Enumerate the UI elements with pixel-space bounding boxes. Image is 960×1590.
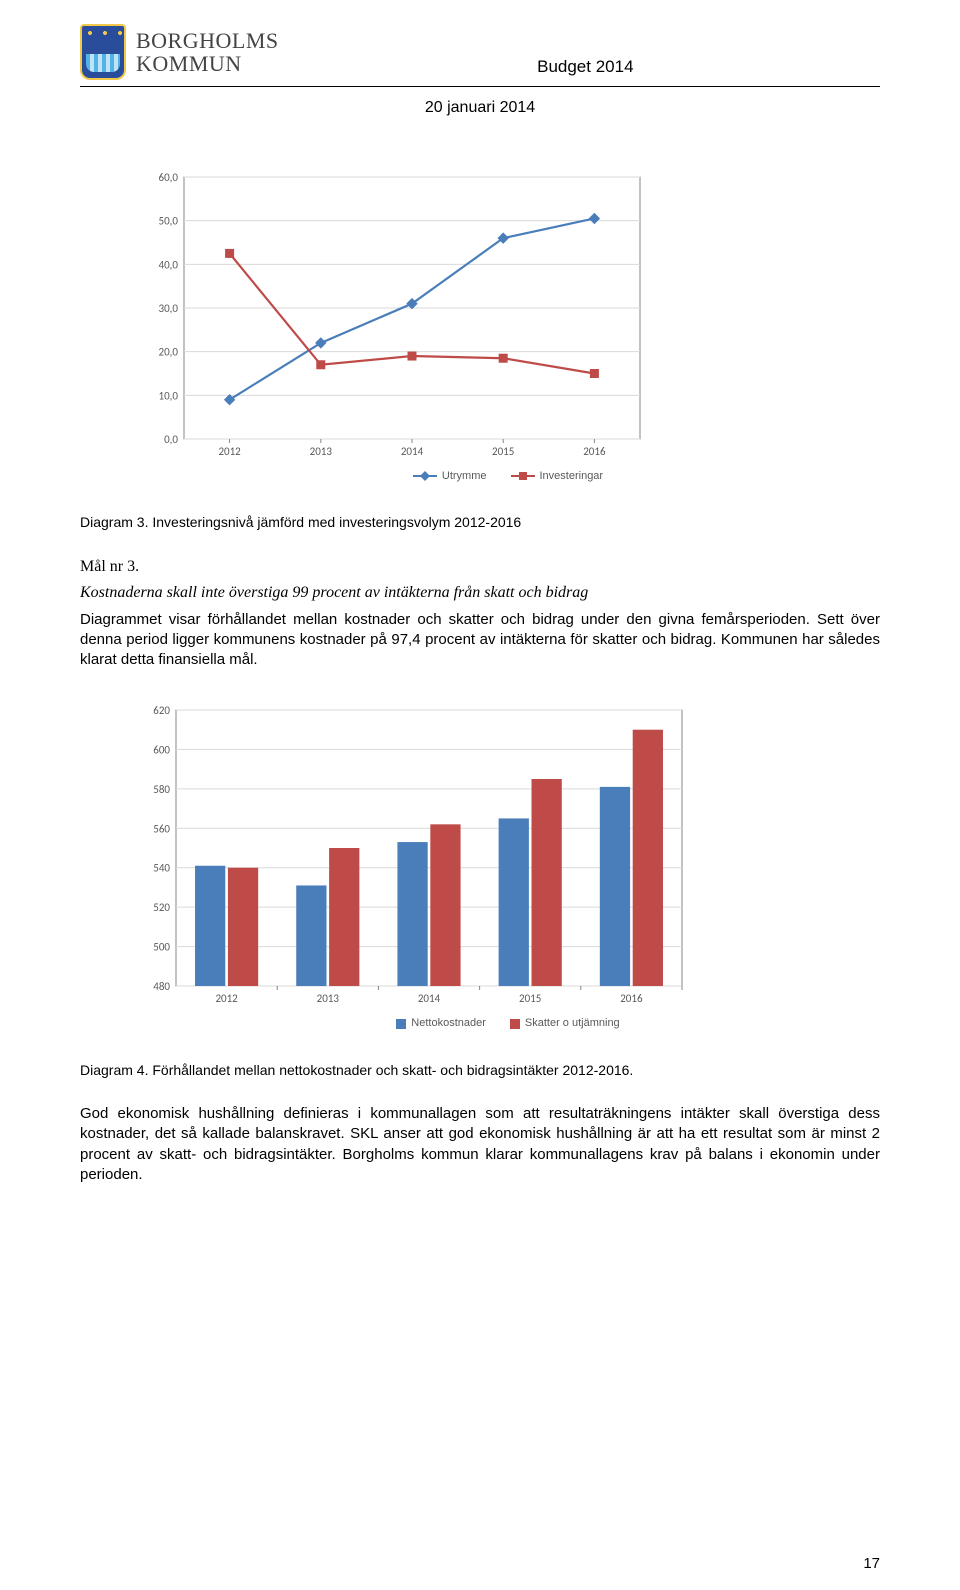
legend-swatch: [510, 1019, 520, 1029]
svg-text:580: 580: [153, 783, 170, 796]
mal-heading: Mål nr 3.: [80, 556, 880, 578]
legend-label: Skatter o utjämning: [525, 1016, 620, 1031]
svg-text:600: 600: [153, 744, 170, 757]
chart-investeringsnivå: 0,0 10,0 20,0 30,0 40,0 50,0 60,0 2012 2013 2014 2…: [136, 167, 880, 484]
svg-text:2015: 2015: [519, 992, 541, 1005]
org-name-line2: KOMMUN: [136, 52, 279, 75]
svg-text:2012: 2012: [218, 445, 241, 458]
crest-icon: [80, 24, 126, 80]
paragraph-2: God ekonomisk hushållning definieras i k…: [80, 1104, 880, 1185]
legend-item: Utrymme: [413, 469, 487, 484]
mal-kriterium: Kostnaderna skall inte överstiga 99 proc…: [80, 582, 880, 604]
svg-text:60,0: 60,0: [159, 171, 179, 184]
caption-diagram3: Diagram 3. Investeringsnivå jämförd med …: [80, 513, 880, 532]
svg-text:2014: 2014: [418, 992, 441, 1005]
svg-text:2015: 2015: [492, 445, 514, 458]
svg-text:0,0: 0,0: [164, 433, 178, 446]
legend-item: Nettokostnader: [396, 1016, 486, 1031]
svg-text:500: 500: [153, 941, 170, 954]
svg-text:480: 480: [153, 980, 170, 993]
legend-swatch: [396, 1019, 406, 1029]
chart1-svg: 0,0 10,0 20,0 30,0 40,0 50,0 60,0 2012 2013 2014 2…: [136, 167, 656, 463]
org-name-line1: BORGHOLMS: [136, 29, 279, 52]
legend-label: Investeringar: [540, 469, 604, 484]
logo-block: BORGHOLMS KOMMUN: [80, 24, 279, 80]
chart-förhållandet: 480 500 520 540 560 580 600 620 2012 2013 2014 2015…: [136, 700, 880, 1031]
svg-text:50,0: 50,0: [159, 214, 179, 227]
svg-text:560: 560: [153, 823, 170, 836]
svg-text:2013: 2013: [310, 445, 333, 458]
svg-text:2016: 2016: [620, 992, 643, 1005]
chart2-legend: Nettokostnader Skatter o utjämning: [136, 1016, 880, 1031]
header: BORGHOLMS KOMMUN Budget 2014: [80, 24, 880, 80]
chart2-svg: 480 500 520 540 560 580 600 620 2012 2013 2014 2015…: [136, 700, 696, 1010]
page-number: 17: [863, 1554, 880, 1574]
legend-label: Utrymme: [442, 469, 487, 484]
svg-text:10,0: 10,0: [159, 389, 179, 402]
svg-text:20,0: 20,0: [159, 345, 179, 358]
chart1-legend: Utrymme Investeringar: [136, 469, 880, 484]
caption-diagram4: Diagram 4. Förhållandet mellan nettokost…: [80, 1061, 880, 1080]
svg-text:540: 540: [153, 862, 170, 875]
legend-item: Skatter o utjämning: [510, 1016, 620, 1031]
legend-label: Nettokostnader: [411, 1016, 486, 1031]
doc-title: Budget 2014: [291, 56, 880, 79]
svg-text:2012: 2012: [215, 992, 238, 1005]
svg-text:2013: 2013: [317, 992, 340, 1005]
svg-text:620: 620: [153, 704, 170, 717]
header-rule: [80, 86, 880, 87]
svg-text:2014: 2014: [401, 445, 424, 458]
svg-text:30,0: 30,0: [159, 302, 179, 315]
legend-item: Investeringar: [511, 469, 604, 484]
svg-text:2016: 2016: [583, 445, 606, 458]
doc-date: 20 januari 2014: [80, 97, 880, 119]
svg-text:40,0: 40,0: [159, 258, 179, 271]
paragraph-1: Diagrammet visar förhållandet mellan kos…: [80, 610, 880, 671]
svg-text:520: 520: [153, 901, 170, 914]
